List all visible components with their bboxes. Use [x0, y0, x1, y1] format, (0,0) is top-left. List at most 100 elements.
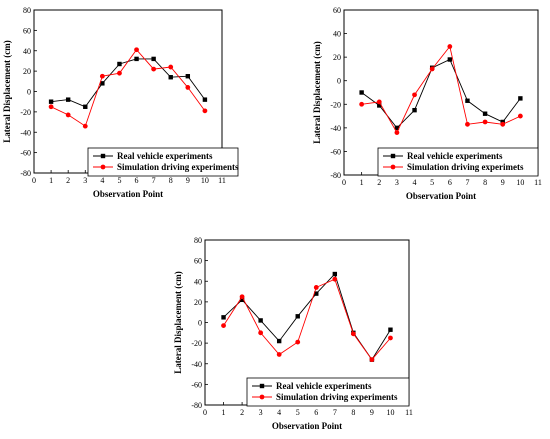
x-tick-label: 11	[405, 408, 413, 417]
x-tick-label: 9	[186, 176, 190, 185]
data-point-circle	[517, 113, 523, 119]
x-tick-label: 2	[66, 176, 70, 185]
legend-box	[87, 147, 239, 177]
x-tick-label: 2	[240, 408, 244, 417]
data-point-circle	[258, 330, 264, 336]
chart-panel-2: 0 1 2 3 4 5 6 7 8 9 10 11 -80 -60 -40 -20 0 20 40 60 Observa…	[312, 6, 542, 201]
x-tick-label: 4	[277, 408, 281, 417]
y-axis-label: Lateral Displacement (cm)	[312, 41, 322, 143]
x-tick-label: 7	[152, 176, 156, 185]
data-point-circle	[332, 276, 338, 282]
data-point-square	[221, 315, 226, 320]
legend-marker-square	[390, 153, 396, 159]
data-point-square	[359, 90, 364, 95]
y-tick-label: 40	[333, 30, 341, 39]
x-tick-label: 0	[32, 176, 36, 185]
data-point-square	[447, 57, 453, 62]
data-point-circle	[151, 66, 157, 72]
data-point-circle	[239, 294, 245, 300]
y-tick-label: 80	[194, 236, 202, 245]
x-tick-label: 4	[100, 176, 104, 185]
data-point-circle	[369, 357, 375, 363]
y-tick-label: -80	[330, 171, 341, 180]
y-axis-label: Lateral Displacement (cm)	[173, 271, 183, 373]
x-tick-label: 11	[534, 178, 542, 187]
x-tick-label: 2	[377, 178, 381, 187]
data-point-circle	[48, 104, 54, 110]
data-point-square	[239, 297, 245, 303]
x-tick-label: 8	[169, 176, 173, 185]
y-tick-label: -40	[191, 360, 202, 369]
y-tick-label: -20	[330, 100, 341, 109]
legend-label-1: Real vehicle experiments	[117, 151, 213, 161]
data-point-circle	[359, 101, 365, 107]
y-tick-label: -80	[191, 401, 202, 410]
x-axis-label: Observation Point	[272, 421, 342, 431]
legend-marker-circle	[390, 164, 396, 170]
y-tick-label: 60	[23, 26, 31, 35]
legend-box	[377, 147, 539, 177]
data-point-circle	[117, 70, 122, 76]
legend-marker-square	[100, 153, 106, 159]
x-tick-label: 8	[483, 178, 487, 187]
data-point-circle	[388, 335, 393, 341]
data-point-circle	[276, 352, 282, 357]
data-point-square	[185, 74, 191, 79]
chart-panel-3: 0 1 2 3 4 5 6 7 8 9 10 11 -80 -60 -40 -20 0 20 40 60 80 Obser…	[173, 236, 413, 431]
data-point-square	[100, 81, 105, 86]
data-point-square	[151, 56, 156, 62]
series-line-1	[51, 58, 206, 108]
data-point-square	[412, 107, 417, 113]
x-tick-label: 3	[83, 176, 87, 185]
y-tick-label: 60	[333, 6, 341, 15]
data-point-square	[48, 99, 54, 104]
x-tick-label: 6	[314, 408, 318, 417]
legend-label-2: Simulation driving experiments	[117, 162, 239, 172]
data-point-square	[394, 125, 400, 131]
x-tick-label: 5	[296, 408, 300, 417]
legend-marker-square	[259, 383, 265, 389]
data-point-circle	[221, 323, 226, 328]
data-point-square	[258, 318, 263, 323]
x-tick-label: 5	[117, 176, 121, 185]
y-tick-label: 20	[333, 53, 341, 62]
series-line-1	[223, 273, 391, 361]
x-tick-label: 0	[342, 178, 346, 187]
data-point-square	[314, 291, 319, 296]
x-tick-label: 6	[448, 178, 452, 187]
legend-label-1: Real vehicle experiments	[407, 151, 503, 161]
data-point-circle	[465, 121, 470, 127]
data-point-circle	[202, 108, 208, 114]
legend-marker-circle	[259, 394, 265, 400]
data-point-square	[332, 271, 338, 277]
data-point-circle	[429, 66, 435, 72]
series-line-2	[223, 278, 391, 361]
data-point-square	[134, 56, 139, 62]
x-tick-label: 1	[360, 178, 364, 187]
data-point-square	[518, 96, 523, 101]
series-line-2	[361, 45, 521, 134]
data-point-circle	[82, 123, 88, 129]
data-point-circle	[168, 64, 174, 70]
x-tick-label: 0	[203, 408, 207, 417]
y-axis-label: Lateral Displacement (cm)	[2, 40, 12, 142]
x-tick-label: 3	[259, 408, 263, 417]
data-point-square	[83, 104, 88, 109]
data-point-square	[465, 98, 470, 103]
x-tick-label: 10	[201, 176, 209, 185]
y-tick-label: -40	[20, 128, 31, 137]
x-tick-label: 10	[516, 178, 524, 187]
y-tick-label: -20	[20, 108, 31, 117]
x-tick-label: 4	[413, 178, 417, 187]
data-point-square	[295, 314, 300, 319]
data-point-circle	[482, 119, 488, 125]
x-tick-label: 8	[351, 408, 355, 417]
data-point-circle	[99, 73, 105, 79]
y-tick-label: 0	[198, 319, 202, 328]
data-point-circle	[313, 285, 319, 290]
x-axis-label: Observation Point	[406, 191, 476, 201]
data-point-circle	[350, 331, 356, 337]
legend-label-1: Real vehicle experiments	[276, 381, 372, 391]
data-point-square	[276, 338, 282, 344]
x-tick-label: 5	[430, 178, 434, 187]
